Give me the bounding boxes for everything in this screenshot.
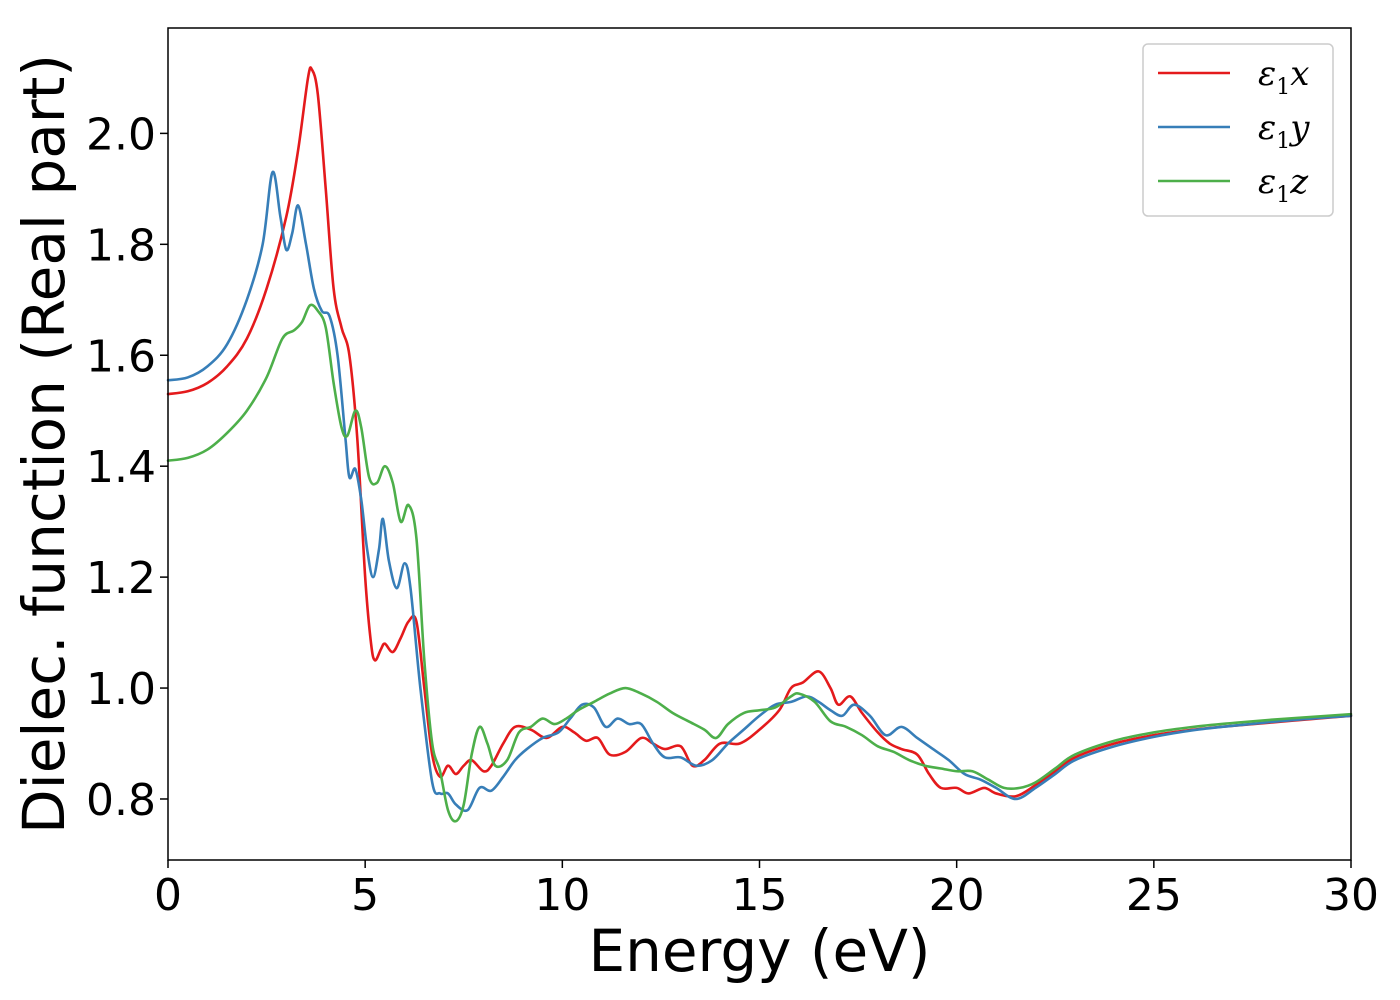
legend: ε1x ε1y ε1z <box>1142 43 1334 217</box>
x-tick-label: 15 <box>732 870 788 921</box>
legend-label-x: ε1x <box>1258 54 1309 100</box>
x-axis-label: Energy (eV) <box>588 917 930 985</box>
series-line-z <box>166 303 1353 823</box>
x-tick-label: 0 <box>154 870 182 921</box>
series-line-y <box>166 170 1353 813</box>
legend-label-z: ε1z <box>1258 162 1309 208</box>
y-axis-label: Dielec. function (Real part) <box>10 54 78 834</box>
x-tick-label: 25 <box>1126 870 1182 921</box>
series-layer <box>166 66 1353 823</box>
x-tick-label: 5 <box>351 870 379 921</box>
x-tick-label: 20 <box>929 870 985 921</box>
x-axis: 0 5 10 15 20 25 30 <box>154 860 1379 921</box>
x-tick-label: 10 <box>534 870 590 921</box>
y-tick-label: 1.8 <box>86 220 156 271</box>
y-axis: 0.8 1.0 1.2 1.4 1.6 1.8 2.0 <box>86 109 168 826</box>
legend-items: ε1x ε1y ε1z <box>1158 54 1310 208</box>
y-tick-label: 1.0 <box>86 664 156 715</box>
y-tick-label: 1.6 <box>86 331 156 382</box>
y-tick-label: 2.0 <box>86 109 156 160</box>
series-line-x <box>166 66 1353 798</box>
legend-box <box>1142 43 1334 217</box>
y-tick-label: 0.8 <box>86 775 156 826</box>
y-tick-label: 1.2 <box>86 553 156 604</box>
y-tick-label: 1.4 <box>86 442 156 493</box>
legend-label-y: ε1y <box>1258 108 1310 154</box>
x-tick-label: 30 <box>1323 870 1379 921</box>
